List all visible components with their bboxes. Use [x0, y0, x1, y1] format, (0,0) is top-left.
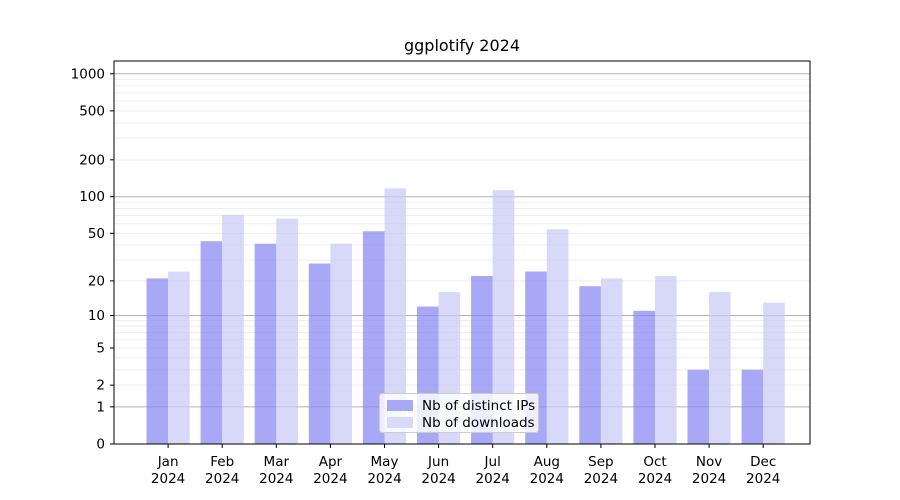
- bar-distinct-ips-may: [362, 231, 385, 444]
- y-tick-label: 0: [96, 437, 105, 453]
- x-tick-label-month: Nov: [696, 454, 722, 470]
- bar-downloads-apr: [330, 243, 352, 444]
- bar-downloads-nov: [709, 292, 731, 444]
- bar-distinct-ips-mar: [254, 243, 277, 444]
- x-tick-label-month: Sep: [588, 454, 613, 470]
- x-tick-label-month: Jan: [157, 454, 179, 470]
- y-tick-label: 100: [79, 189, 105, 205]
- y-tick-label: 1000: [71, 66, 105, 82]
- y-tick-label: 50: [88, 226, 105, 242]
- bar-distinct-ips-apr: [308, 263, 331, 444]
- x-tick-label-year: 2024: [313, 471, 347, 487]
- legend-label-downloads: Nb of downloads: [422, 414, 535, 431]
- bar-distinct-ips-jan: [146, 278, 169, 444]
- plot-border: [113, 60, 811, 445]
- x-tick-label-month: Jun: [427, 454, 449, 470]
- y-tick-label: 10: [88, 308, 105, 324]
- bar-downloads-jan: [168, 271, 190, 444]
- bar-distinct-ips-feb: [200, 241, 223, 444]
- legend-swatch-distinct-ips: [387, 400, 413, 411]
- chart-title: ggplotify 2024: [403, 36, 521, 55]
- y-tick-label: 20: [88, 273, 105, 289]
- x-tick-label-month: Feb: [210, 454, 234, 470]
- x-tick-label-year: 2024: [584, 471, 618, 487]
- y-tick-label: 2: [96, 378, 105, 394]
- bar-downloads-oct: [655, 275, 677, 444]
- bar-downloads-may: [384, 188, 407, 444]
- legend: Nb of distinct IPs Nb of downloads: [379, 393, 539, 433]
- legend-item-distinct-ips: Nb of distinct IPs: [387, 397, 538, 414]
- x-tick-label-month: May: [371, 454, 399, 470]
- x-tick-label-month: Dec: [750, 454, 776, 470]
- x-tick-label-month: Mar: [264, 454, 290, 470]
- x-tick-label-year: 2024: [421, 471, 455, 487]
- bar-downloads-mar: [276, 218, 298, 444]
- x-tick-label-year: 2024: [530, 471, 564, 487]
- x-tick-label-year: 2024: [205, 471, 239, 487]
- bar-downloads-jul: [492, 190, 515, 444]
- x-tick-label-year: 2024: [746, 471, 780, 487]
- bar-distinct-ips-oct: [633, 310, 655, 444]
- x-tick-label-month: Apr: [319, 454, 343, 470]
- bar-downloads-dec: [763, 302, 785, 444]
- bar-distinct-ips-nov: [687, 369, 710, 444]
- x-tick-label-month: Oct: [643, 454, 666, 470]
- x-tick-label-year: 2024: [151, 471, 185, 487]
- bar-distinct-ips-dec: [741, 369, 764, 444]
- x-tick-label-year: 2024: [259, 471, 293, 487]
- bar-downloads-feb: [222, 214, 244, 444]
- y-tick-label: 200: [79, 152, 105, 168]
- y-tick-label: 500: [79, 103, 105, 119]
- bar-downloads-sep: [600, 278, 623, 444]
- x-tick-label-month: Aug: [534, 454, 560, 470]
- legend-item-downloads: Nb of downloads: [387, 414, 538, 431]
- x-tick-label-year: 2024: [476, 471, 510, 487]
- x-tick-label-year: 2024: [692, 471, 726, 487]
- x-tick-label-month: Jul: [484, 454, 501, 470]
- y-tick-label: 1: [96, 399, 105, 415]
- legend-swatch-downloads: [387, 417, 413, 428]
- bar-distinct-ips-sep: [579, 286, 601, 444]
- x-tick-label-year: 2024: [367, 471, 401, 487]
- legend-label-distinct-ips: Nb of distinct IPs: [422, 397, 536, 414]
- y-tick-label: 5: [96, 340, 105, 356]
- x-tick-label-year: 2024: [638, 471, 672, 487]
- bar-downloads-aug: [546, 229, 569, 444]
